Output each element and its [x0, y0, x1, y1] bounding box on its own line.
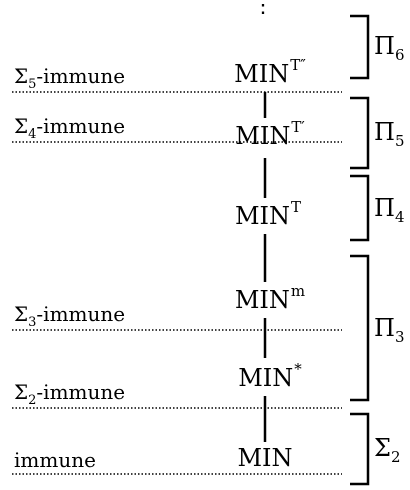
sigma-symbol: Σ [14, 380, 29, 404]
immune-label-sigma2: Σ2-immune [14, 380, 126, 407]
bracket-symbol: Π [374, 314, 395, 342]
immune-label-plain: immune [14, 450, 96, 470]
bracket-subscript: 6 [394, 46, 405, 64]
immune-text: -immune [36, 64, 126, 88]
node-min-star: MIN* [238, 362, 302, 392]
node-base: MIN [234, 286, 290, 314]
node-superscript: T [291, 198, 302, 216]
immune-label-sigma4: Σ4-immune [14, 114, 126, 141]
node-superscript: T′ [291, 118, 305, 136]
bracket-sigma2 [350, 412, 370, 486]
bracket-label-pi4: Π4 [374, 194, 404, 225]
sigma-subscript: 5 [28, 77, 37, 92]
bracket-pi4 [350, 174, 370, 242]
immune-text: -immune [36, 302, 126, 326]
node-base: MIN [234, 60, 290, 88]
node-min-t-double-prime: MINT″ [234, 58, 306, 88]
node-base: MIN [238, 364, 294, 392]
bracket-label-pi3: Π3 [374, 314, 404, 345]
node-min-m: MINm [234, 284, 305, 314]
bracket-pi5 [350, 96, 370, 170]
bracket-symbol: Π [374, 118, 395, 146]
vertical-ellipsis: ⋮ [252, 0, 274, 18]
immune-text: -immune [36, 114, 126, 138]
immune-label-sigma5: Σ5-immune [14, 64, 126, 91]
sigma-subscript: 4 [28, 127, 37, 142]
immune-text: -immune [36, 380, 126, 404]
node-base: MIN [237, 444, 293, 472]
sigma-symbol: Σ [14, 64, 29, 88]
bracket-subscript: 2 [390, 448, 401, 466]
node-min-t: MINT [234, 200, 301, 230]
node-superscript: m [290, 282, 306, 300]
bracket-subscript: 5 [394, 132, 405, 150]
bracket-pi3 [350, 254, 370, 402]
immune-label-sigma3: Σ3-immune [14, 302, 126, 329]
bracket-label-pi6: Π6 [374, 32, 404, 63]
sigma-symbol: Σ [14, 114, 29, 138]
bracket-symbol: Π [374, 194, 395, 222]
sigma-subscript: 3 [28, 315, 37, 330]
bracket-label-sigma2: Σ2 [374, 434, 401, 465]
bracket-pi6 [350, 14, 370, 80]
node-superscript: T″ [290, 56, 306, 74]
sigma-symbol: Σ [14, 302, 29, 326]
node-min-t-prime: MINT′ [235, 120, 304, 150]
bracket-subscript: 4 [394, 208, 405, 226]
node-superscript: * [294, 360, 302, 378]
node-base: MIN [234, 202, 291, 230]
bracket-symbol: Σ [374, 434, 391, 462]
bracket-label-pi5: Π5 [374, 118, 404, 149]
sigma-subscript: 2 [28, 393, 37, 408]
bracket-symbol: Π [374, 32, 395, 60]
node-base: MIN [235, 122, 291, 150]
immune-text: immune [14, 448, 96, 472]
bracket-subscript: 3 [394, 328, 405, 346]
node-min: MIN [237, 446, 292, 470]
